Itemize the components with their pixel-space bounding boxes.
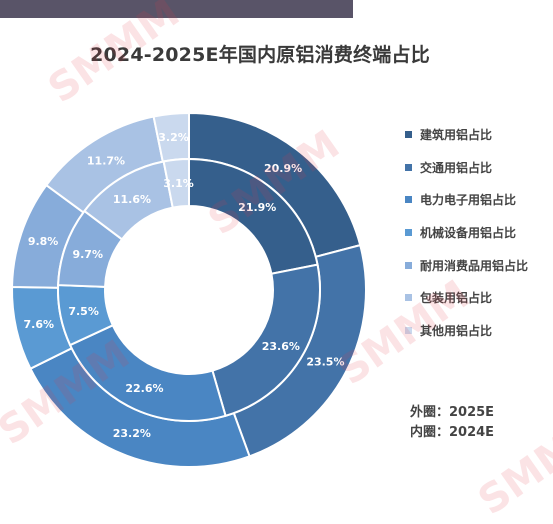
legend-item: 交通用铝占比 <box>405 151 528 184</box>
outer-data-label-1: 23.5% <box>306 355 344 368</box>
legend-label: 交通用铝占比 <box>420 160 493 175</box>
inner-data-label-0: 21.9% <box>238 201 276 214</box>
inner-data-label-5: 11.6% <box>113 193 151 206</box>
legend-swatch <box>405 228 412 236</box>
inner-data-label-1: 23.6% <box>262 340 300 353</box>
outer-ring-note: 外圈：2025E <box>410 405 495 420</box>
inner-ring-note: 内圈：2024E <box>410 425 495 440</box>
legend-label: 耐用消费品用铝占比 <box>420 258 529 273</box>
legend-item: 其他用铝占比 <box>405 314 528 347</box>
chart-title: 2024-2025E年国内原铝消费终端占比 <box>90 44 430 66</box>
legend-swatch <box>405 130 412 138</box>
inner-data-label-4: 9.7% <box>72 248 103 261</box>
legend-label: 机械设备用铝占比 <box>420 225 517 240</box>
legend-label: 建筑用铝占比 <box>420 127 493 142</box>
legend-item: 耐用消费品用铝占比 <box>405 249 528 282</box>
legend-item: 包装用铝占比 <box>405 281 528 314</box>
legend-swatch <box>405 196 412 204</box>
chart-legend: 建筑用铝占比 交通用铝占比电力电子用铝占比 机械设备用铝占比 耐用消费品用铝占比 包装用… <box>405 118 528 347</box>
outer-data-label-5: 11.7% <box>87 154 125 167</box>
legend-item: 电力电子用铝占比 <box>405 183 528 216</box>
legend-label: 包装用铝占比 <box>420 291 493 306</box>
inner-data-label-3: 7.5% <box>68 305 99 318</box>
outer-data-label-0: 20.9% <box>264 162 302 175</box>
outer-data-label-3: 7.6% <box>24 318 55 331</box>
inner-slice-6 <box>162 157 190 209</box>
outer-data-label-2: 23.2% <box>113 427 151 440</box>
donut-chart: 20.9% 23.5% 23.2% 7.6% 9.8% 11.7% 3.2% 21.9% 23.… <box>11 111 367 468</box>
top-bar-gap <box>353 0 553 18</box>
legend-label: 电力电子用铝占比 <box>420 193 517 208</box>
outer-data-label-6: 3.2% <box>158 131 189 144</box>
legend-item: 建筑用铝占比 <box>405 118 528 151</box>
legend-item: 机械设备用铝占比 <box>405 216 528 249</box>
legend-swatch <box>405 326 412 334</box>
legend-label: 其他用铝占比 <box>420 323 493 338</box>
legend-swatch <box>405 294 412 302</box>
inner-data-label-6: 3.1% <box>163 177 194 190</box>
inner-data-label-2: 22.6% <box>125 382 163 395</box>
outer-data-label-4: 9.8% <box>28 235 59 248</box>
legend-swatch <box>405 261 412 269</box>
legend-swatch <box>405 163 412 171</box>
